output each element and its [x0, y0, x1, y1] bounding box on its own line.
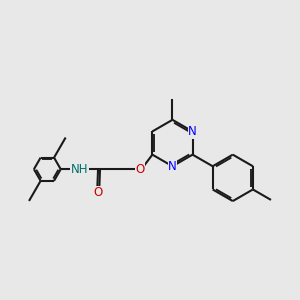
Text: O: O: [136, 163, 145, 176]
Text: O: O: [94, 186, 103, 199]
Text: NH: NH: [70, 163, 88, 176]
Text: N: N: [188, 125, 197, 138]
Text: N: N: [168, 160, 177, 173]
